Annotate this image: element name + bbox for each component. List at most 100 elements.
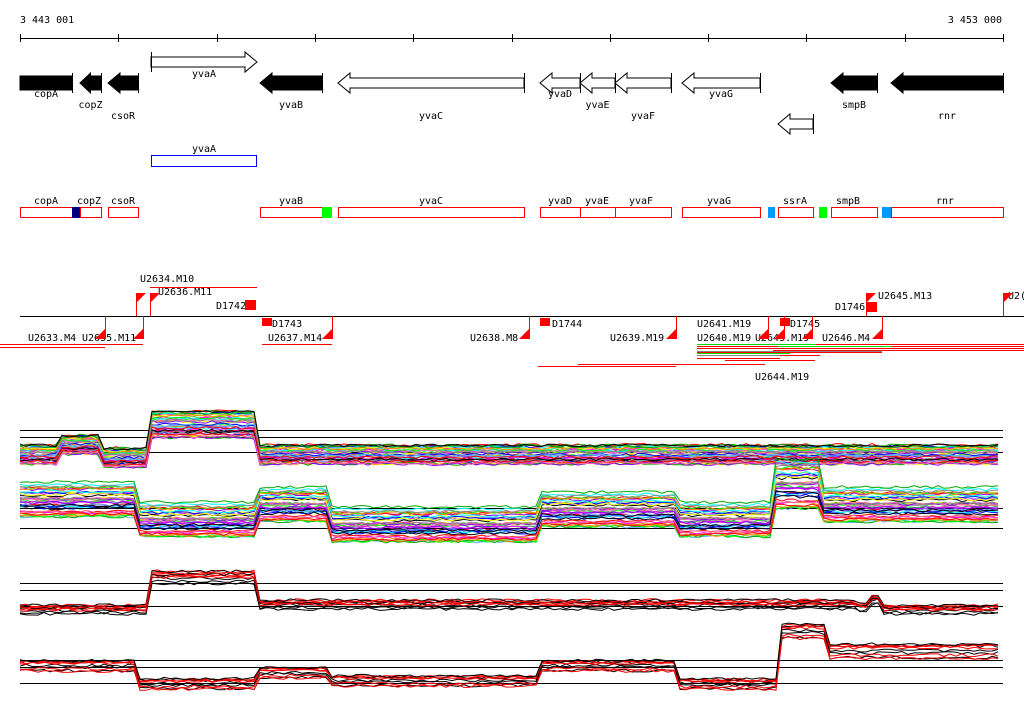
transcription-unit-track: U2634.M10 U2636.M11 D1742 D1746 U2645.M13 U2(… [0, 274, 1024, 383]
feature-label: yvaF [629, 196, 653, 207]
feature-yvaC[interactable]: yvaC [338, 196, 525, 218]
feature-yvaG[interactable]: yvaG [682, 196, 761, 218]
feature-rnr[interactable]: rnr [891, 196, 1004, 218]
gene-yvaF[interactable]: yvaF [614, 71, 672, 122]
tu-label[interactable]: U2633.M4 [28, 333, 76, 344]
gene-copZ[interactable]: copZ [78, 71, 103, 111]
feature-box [891, 207, 1004, 218]
expression-profile-line [19, 494, 999, 536]
tu-label[interactable]: U2644.M19 [755, 372, 809, 383]
tu-label[interactable]: D1743 [272, 319, 302, 330]
feature-yvaE[interactable]: yvaE [580, 196, 616, 218]
highlighted-gene-track: yvaA [151, 144, 257, 167]
feature-label: yvaD [548, 196, 572, 207]
gene-arrow [79, 71, 102, 95]
gene-yvaE[interactable]: yvaE [579, 71, 616, 111]
gene-arrow [150, 50, 258, 74]
gene-smpB[interactable]: smpB [830, 71, 878, 111]
gene-csoR[interactable]: csoR [107, 71, 139, 122]
navy-marker [72, 207, 80, 218]
tu-label[interactable]: U2645.M13 [878, 291, 932, 302]
ruler-start-label: 3 443 001 [20, 15, 74, 26]
expression-profile-line [19, 418, 999, 457]
feature-label: rnr [936, 196, 954, 207]
tu-label[interactable]: D1742 [216, 301, 246, 312]
gene-rnr[interactable]: rnr [890, 71, 1004, 122]
tu-label[interactable]: U2636.M11 [158, 287, 212, 298]
tu-label[interactable]: U2646.M4 [822, 333, 870, 344]
blue-marker [882, 207, 891, 218]
gene-ssrA[interactable] [777, 112, 814, 136]
expression-profile-line [19, 467, 999, 516]
tu-label[interactable]: U2640.M19 [697, 333, 751, 344]
expression-profiles [19, 409, 1003, 691]
expression-profile-line [19, 463, 998, 514]
tu-label[interactable]: D1745 [790, 319, 820, 330]
feature-yvaD[interactable]: yvaD [540, 196, 581, 218]
expression-profile-line [19, 490, 999, 533]
expression-profile-line [19, 482, 999, 527]
tu-label[interactable]: U2( [1008, 291, 1024, 302]
feature-yvaB[interactable]: yvaB [260, 196, 323, 218]
tu-flag-icon [866, 293, 876, 303]
expression-panel [19, 409, 1003, 469]
gene-yvaA[interactable]: yvaA [150, 50, 258, 80]
feature-csoR[interactable]: csoR [108, 196, 139, 218]
expression-profile-line [19, 575, 999, 612]
feature-box [540, 207, 581, 218]
expression-panel [19, 622, 1003, 691]
gene-yvaG[interactable]: yvaG [681, 71, 761, 100]
gene-arrow [337, 71, 525, 95]
gene-yvaC[interactable]: yvaC [337, 71, 525, 122]
expression-profile-line [19, 569, 999, 608]
tu-label[interactable]: U2635.M11 [82, 333, 136, 344]
tu-label[interactable]: U2637.M14 [268, 333, 322, 344]
gene-label: yvaB [279, 100, 303, 111]
expression-profile-line [19, 625, 999, 683]
expression-profile-line [19, 429, 999, 465]
gene-label: yvaC [419, 111, 443, 122]
feature-smpB[interactable]: smpB [831, 196, 878, 218]
gene-yvaD[interactable]: yvaD [539, 71, 581, 100]
highlight-gene-box[interactable] [151, 155, 257, 167]
tu-flag-icon [136, 293, 146, 303]
feature-box [615, 207, 672, 218]
feature-label: ssrA [783, 196, 807, 207]
feature-box [831, 207, 878, 218]
feature-box [778, 207, 814, 218]
gene-copA[interactable]: copA [19, 73, 73, 100]
gene-arrow [259, 71, 323, 95]
feature-copA[interactable]: copA [20, 196, 73, 218]
gene-label: yvaF [631, 111, 655, 122]
tu-label[interactable]: U2639.M19 [610, 333, 664, 344]
expression-profile-line [19, 410, 999, 451]
expression-profile-line [19, 581, 999, 616]
feature-box [80, 207, 102, 218]
expression-profile-line [19, 461, 999, 512]
gene-label: yvaD [548, 89, 572, 100]
tu-label[interactable]: D1744 [552, 319, 582, 330]
tu-label[interactable]: U2641.M19 [697, 319, 751, 330]
gene-yvaB[interactable]: yvaB [259, 71, 323, 111]
feature-copZ[interactable]: copZ [77, 196, 102, 218]
tu-flag-icon [322, 329, 332, 339]
feature-label: csoR [111, 196, 136, 207]
tu-flag-icon [666, 329, 676, 339]
tu-label[interactable]: U2634.M10 [140, 274, 194, 285]
gene-arrow [777, 112, 814, 136]
coordinate-ruler: 3 443 001 3 453 000 [20, 15, 1004, 42]
tu-flag-icon [802, 329, 812, 339]
feature-box [108, 207, 139, 218]
tu-label[interactable]: D1746 [835, 302, 865, 313]
operon-block [540, 318, 550, 326]
feature-yvaF[interactable]: yvaF [615, 196, 672, 218]
blue-marker [768, 207, 775, 218]
feature-ssrA[interactable]: ssrA [778, 196, 814, 218]
expression-profile-line [19, 505, 999, 544]
expression-profile-line [19, 426, 999, 463]
gene-arrow [890, 71, 1004, 95]
gene-label: copA [34, 89, 58, 100]
feature-label: copA [34, 196, 58, 207]
tu-label[interactable]: U2638.M8 [470, 333, 518, 344]
